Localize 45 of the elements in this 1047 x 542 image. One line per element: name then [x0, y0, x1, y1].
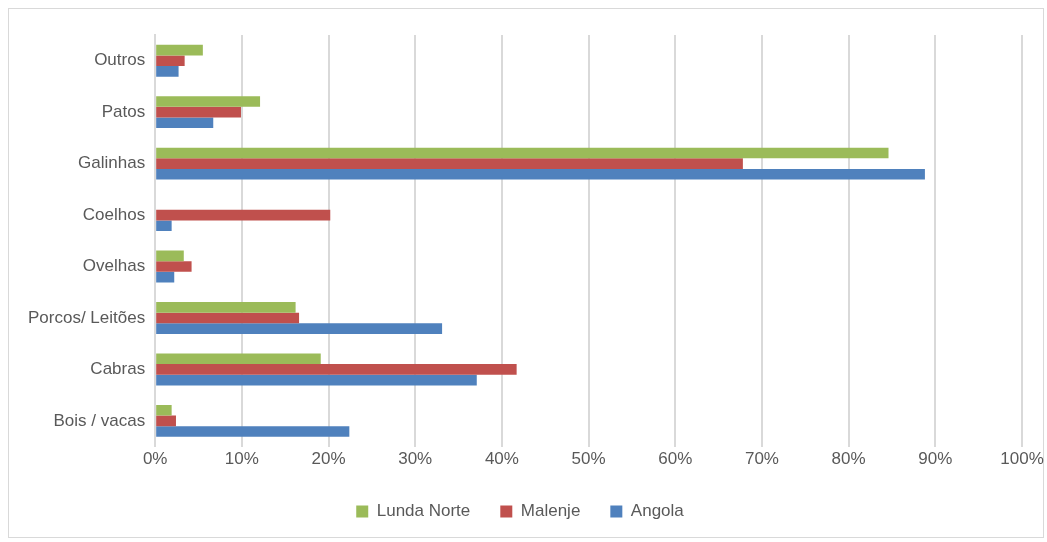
bar: [156, 250, 184, 262]
bar: [156, 323, 443, 334]
y-tick-label: Bois / vacas: [53, 410, 146, 430]
bar: [156, 271, 175, 283]
bar: [156, 353, 321, 365]
x-tick-label: 50%: [571, 449, 606, 469]
bar: [156, 374, 477, 386]
y-tick-label: Coelhos: [82, 204, 146, 224]
bar: [156, 66, 179, 77]
bar: [156, 302, 296, 313]
y-tick-label: Porcos/ Leitões: [27, 307, 146, 327]
bar: [156, 415, 176, 427]
x-tick-label: 60%: [658, 449, 693, 469]
bar: [156, 96, 261, 107]
legend-label: Malenje: [520, 501, 581, 521]
bar: [156, 158, 743, 169]
x-tick-label: 70%: [744, 449, 779, 469]
bar: [156, 426, 350, 437]
bar: [156, 364, 517, 375]
bar: [156, 106, 241, 118]
x-tick-label: 40%: [484, 449, 519, 469]
x-tick-label: 0%: [142, 449, 168, 469]
y-tick-label: Galinhas: [78, 153, 146, 173]
bar: [156, 147, 889, 159]
legend-label: Angola: [630, 501, 685, 521]
y-tick-label: Patos: [101, 101, 146, 121]
bar: [156, 404, 172, 416]
x-tick-label: 20%: [311, 449, 346, 469]
x-tick-label: 80%: [831, 449, 866, 469]
x-tick-label: 100%: [1000, 449, 1044, 469]
x-tick-label: 30%: [398, 449, 433, 469]
bar: [156, 44, 203, 56]
y-tick-label: Ovelhas: [82, 256, 146, 276]
bar: [156, 209, 331, 221]
x-tick-label: 90%: [918, 449, 953, 469]
y-tick-label: Cabras: [90, 359, 146, 379]
legend-label: Lunda Norte: [376, 501, 471, 521]
y-tick-label: Outros: [94, 50, 146, 70]
x-tick-label: 10%: [224, 449, 259, 469]
bar: [156, 168, 925, 180]
bar: [156, 312, 300, 324]
bar: [156, 220, 172, 232]
bar: [156, 55, 185, 67]
bar: [156, 117, 214, 129]
bar: [156, 261, 192, 272]
